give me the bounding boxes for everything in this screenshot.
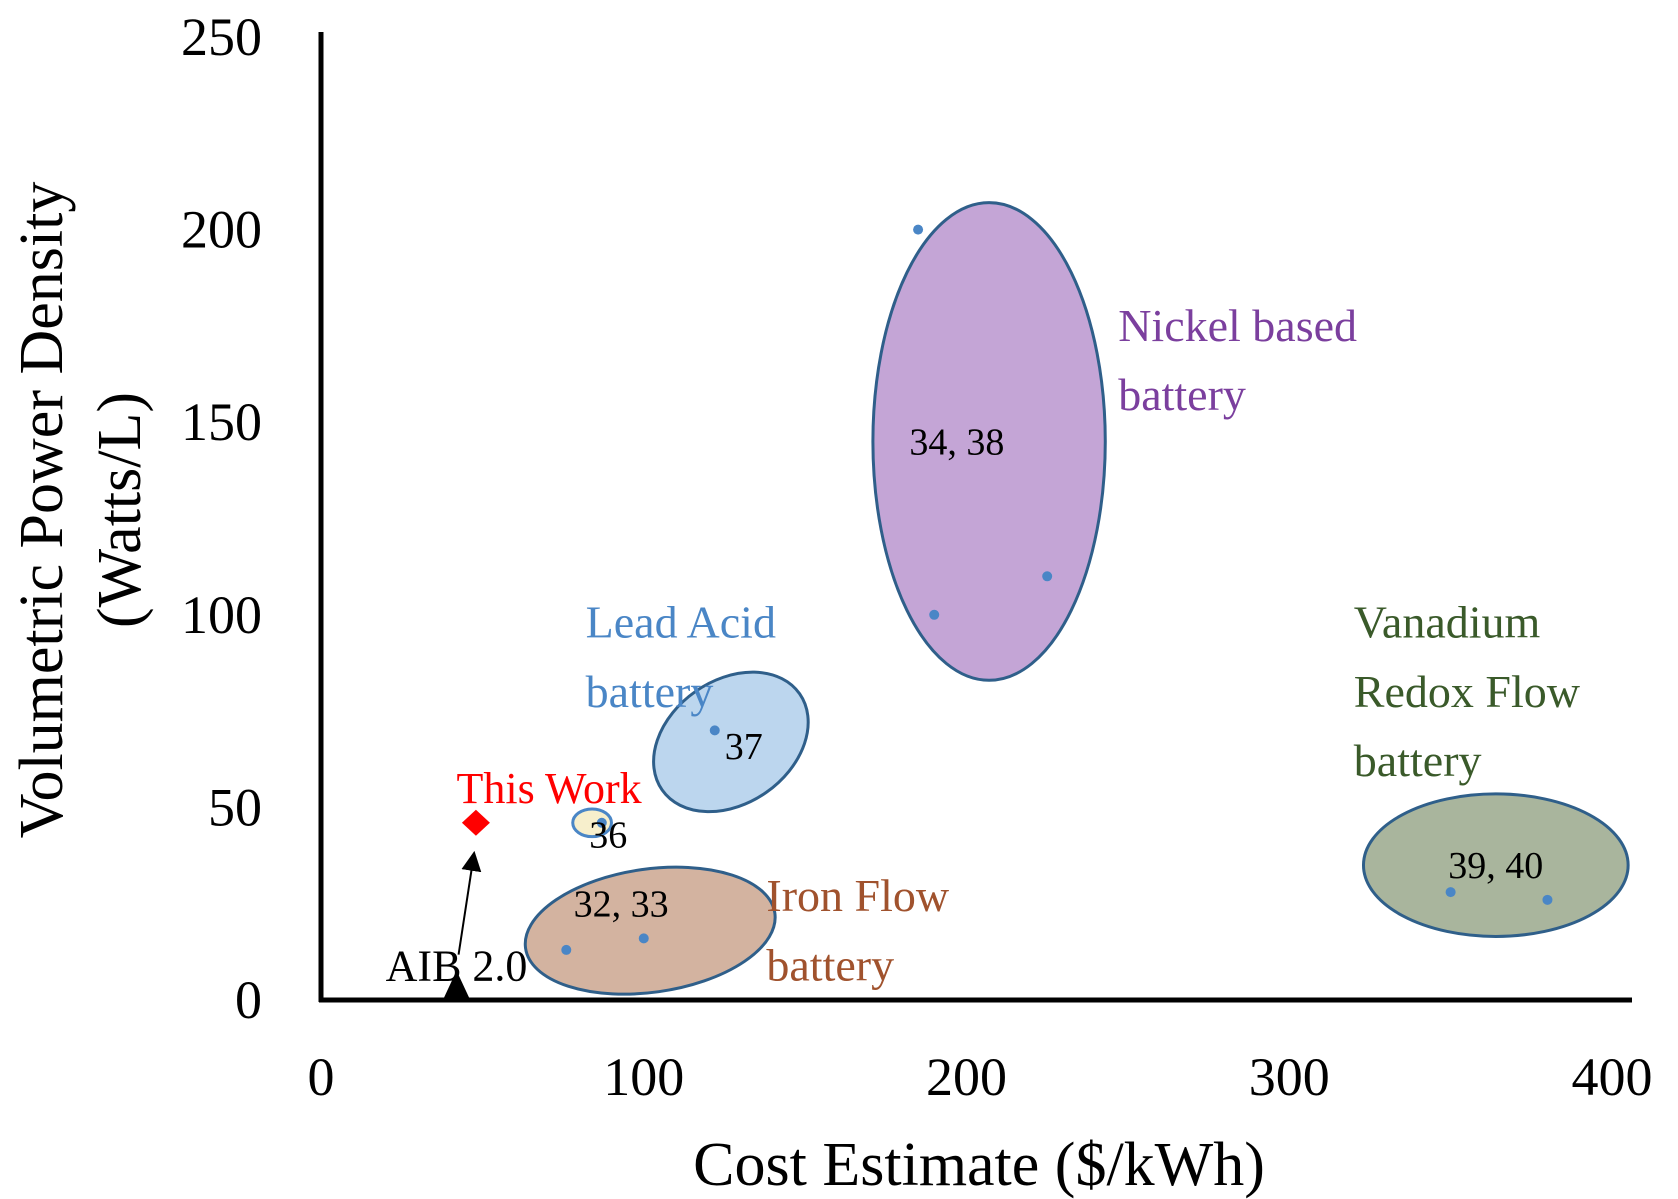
aib-label: AIB 2.0 <box>386 941 528 990</box>
group-ellipses <box>523 201 1630 996</box>
iron-flow-ref-label: 32, 33 <box>574 884 669 926</box>
data-labels: 34, 38 Nickel based battery 37 Lead Acid batt… <box>574 300 1581 990</box>
vanadium-point <box>1445 887 1456 898</box>
vanadium-name-label: Vanadium <box>1354 597 1541 648</box>
data-points <box>561 224 1553 955</box>
nickel-based-ref-label: 34, 38 <box>909 421 1004 463</box>
nickel-based-name-label: battery <box>1118 369 1246 420</box>
vanadium-name-label: battery <box>1354 735 1482 786</box>
improvement-arrow <box>457 850 482 955</box>
ref-36-point <box>596 817 607 828</box>
y-tick-label: 50 <box>208 777 262 837</box>
x-tick-label: 0 <box>308 1047 335 1107</box>
x-axis-title: Cost Estimate ($/kWh) <box>693 1131 1265 1199</box>
nickel-based-point <box>929 609 940 620</box>
nickel-based-name-label: Nickel based <box>1118 300 1357 351</box>
y-tick-label: 100 <box>181 585 262 645</box>
ref-36-ellipse <box>571 807 613 839</box>
lead-acid-ellipse <box>652 670 810 814</box>
x-tick-label: 200 <box>926 1047 1007 1107</box>
this-work-label: This Work <box>457 764 642 813</box>
iron-flow-point <box>561 944 572 955</box>
iron-flow-ellipse <box>523 865 777 996</box>
y-tick-label: 0 <box>235 970 262 1030</box>
axes <box>318 32 1632 1003</box>
annotations: This Work AIB 2.0 <box>386 764 642 999</box>
nickel-based-ellipse <box>871 201 1107 682</box>
x-tick-label: 300 <box>1249 1047 1330 1107</box>
this-work-marker <box>461 809 490 836</box>
lead-acid-ref-label: 37 <box>725 726 763 768</box>
y-axis-title-line2: (Watts/L) <box>86 392 154 628</box>
iron-flow-name-label: Iron Flow <box>766 870 950 921</box>
y-tick-label: 200 <box>181 200 262 260</box>
vanadium-point <box>1542 894 1553 905</box>
lead-acid-point <box>709 725 720 736</box>
nickel-based-point <box>913 224 924 235</box>
vanadium-ellipse <box>1361 792 1630 938</box>
iron-flow-point <box>638 933 649 944</box>
lead-acid-name-label: Lead Acid <box>586 597 776 648</box>
axis-titles: Cost Estimate ($/kWh) Volumetric Power D… <box>8 182 1265 1199</box>
x-tick-label: 100 <box>603 1047 684 1107</box>
x-tick-label: 400 <box>1572 1047 1653 1107</box>
iron-flow-name-label: battery <box>766 939 894 990</box>
ref-36-ref-label: 36 <box>589 814 627 856</box>
tick-labels: 0 100 200 300 400 0 50 100 150 200 250 <box>181 7 1653 1107</box>
vanadium-ref-label: 39, 40 <box>1448 845 1543 887</box>
nickel-based-point <box>1042 571 1053 582</box>
y-tick-label: 250 <box>181 7 262 67</box>
aib-marker <box>443 970 470 999</box>
y-axis-title-line1: Volumetric Power Density <box>8 182 76 839</box>
y-tick-label: 150 <box>181 392 262 452</box>
lead-acid-name-label: battery <box>586 666 714 717</box>
vanadium-name-label: Redox Flow <box>1354 666 1581 717</box>
